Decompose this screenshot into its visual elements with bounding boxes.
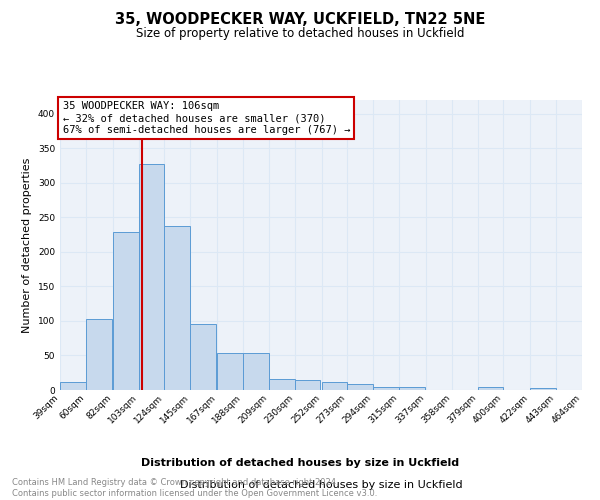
Bar [139, 164, 164, 390]
Text: Contains HM Land Registry data © Crown copyright and database right 2024.
Contai: Contains HM Land Registry data © Crown c… [12, 478, 377, 498]
Text: 35 WOODPECKER WAY: 106sqm
← 32% of detached houses are smaller (370)
67% of semi: 35 WOODPECKER WAY: 106sqm ← 32% of detac… [62, 102, 350, 134]
Bar [243, 352, 269, 390]
Bar [373, 386, 399, 390]
Bar [164, 226, 190, 390]
Bar [217, 352, 243, 390]
Text: Size of property relative to detached houses in Uckfield: Size of property relative to detached ho… [136, 28, 464, 40]
Y-axis label: Number of detached properties: Number of detached properties [22, 158, 32, 332]
Bar [347, 384, 373, 390]
Bar [86, 319, 112, 390]
Bar [322, 382, 347, 390]
Bar [399, 387, 425, 390]
Bar [190, 324, 216, 390]
Bar [478, 387, 503, 390]
Bar [530, 388, 556, 390]
X-axis label: Distribution of detached houses by size in Uckfield: Distribution of detached houses by size … [179, 480, 463, 490]
Bar [113, 232, 139, 390]
Text: 35, WOODPECKER WAY, UCKFIELD, TN22 5NE: 35, WOODPECKER WAY, UCKFIELD, TN22 5NE [115, 12, 485, 28]
Bar [269, 379, 295, 390]
Bar [60, 382, 86, 390]
Bar [295, 380, 320, 390]
Text: Distribution of detached houses by size in Uckfield: Distribution of detached houses by size … [141, 458, 459, 468]
